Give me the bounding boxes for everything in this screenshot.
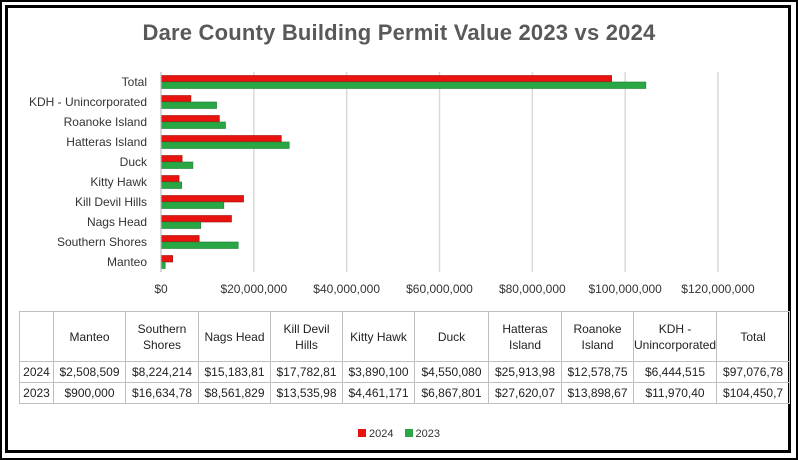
bar-2024-manteo — [160, 255, 173, 263]
table-cell: $4,550,080 — [414, 361, 489, 383]
table-header-cell: Nags Head — [198, 311, 271, 362]
bar-2023-duck — [160, 161, 194, 169]
data-table: Manteo Southern Shores Nags Head Kill De… — [19, 311, 791, 404]
bar-2024-southern-shores — [160, 235, 200, 243]
x-tick-label: $60,000,000 — [406, 282, 473, 296]
bar-2024-kill-devil-hills — [160, 195, 244, 203]
bar-2024-kdh-unincorporated — [160, 95, 192, 103]
table-row-2023: 2023 $900,000 $16,634,78 $8,561,829 $13,… — [19, 382, 791, 404]
category-label: Nags Head — [87, 215, 147, 229]
category-label: Roanoke Island — [64, 115, 147, 129]
table-row-key: 2023 — [19, 382, 54, 404]
table-cell: $15,183,81 — [198, 361, 271, 383]
table-cell: $8,561,829 — [198, 382, 271, 404]
legend-item-2023: 2023 — [404, 428, 441, 440]
table-cell: $6,867,801 — [414, 382, 489, 404]
table-cell: $13,898,67 — [561, 382, 634, 404]
legend-label: 2023 — [415, 428, 441, 440]
bar-2024-duck — [160, 155, 183, 163]
category-label: Total — [122, 75, 147, 89]
table-header-cell: Kitty Hawk — [342, 311, 415, 362]
table-header-cell: Kill Devil Hills — [270, 311, 343, 362]
table-cell: $4,461,171 — [342, 382, 415, 404]
category-label: Kill Devil Hills — [75, 195, 147, 209]
legend: 2024 2023 — [0, 428, 798, 440]
table-cell: $97,076,78 — [716, 361, 791, 383]
bar-2023-kill-devil-hills — [160, 201, 225, 209]
table-row-key: 2024 — [19, 361, 54, 383]
table-header-cell: KDH - Unincorporated — [632, 311, 718, 362]
bar-2024-total — [160, 75, 612, 83]
table-cell: $6,444,515 — [632, 361, 718, 383]
bar-2024-kitty-hawk — [160, 175, 180, 183]
bar-2023-total — [160, 81, 647, 89]
legend-swatch-2024 — [357, 429, 366, 437]
x-tick-label: $40,000,000 — [313, 282, 380, 296]
bar-2023-southern-shores — [160, 241, 239, 249]
legend-item-2024: 2024 — [357, 428, 394, 440]
table-cell: $2,508,509 — [53, 361, 126, 383]
category-label: KDH - Unincorporated — [29, 95, 147, 109]
table-header-cell: Southern Shores — [125, 311, 199, 362]
category-label: Southern Shores — [57, 235, 147, 249]
table-header-cell: Total — [716, 311, 791, 362]
category-label: Duck — [120, 155, 148, 169]
bar-2024-roanoke-island — [160, 115, 220, 123]
bar-chart-plot: $0 $20,000,000 $40,000,000 $60,000,000 $80,0… — [29, 72, 755, 296]
legend-label: 2024 — [368, 428, 394, 440]
bar-2024-hatteras-island — [160, 135, 282, 143]
inner-frame — [5, 5, 791, 453]
bar-2023-hatteras-island — [160, 141, 290, 149]
bar-2023-nags-head — [160, 221, 202, 229]
legend-swatch-2023 — [404, 429, 413, 437]
x-tick-label: $100,000,000 — [588, 282, 662, 296]
table-cell: $11,970,40 — [632, 382, 718, 404]
table-header-cell: Manteo — [53, 311, 126, 362]
bar-2023-roanoke-island — [160, 121, 226, 129]
table-header-corner — [19, 311, 54, 362]
category-label: Hatteras Island — [66, 135, 147, 149]
x-tick-label: $0 — [154, 282, 168, 296]
table-cell: $12,578,75 — [561, 361, 634, 383]
table-cell: $25,913,98 — [488, 361, 562, 383]
table-cell: $104,450,7 — [716, 382, 791, 404]
x-tick-label: $20,000,000 — [220, 282, 287, 296]
table-cell: $27,620,07 — [488, 382, 562, 404]
bar-2023-manteo — [160, 261, 166, 269]
table-header-row: Manteo Southern Shores Nags Head Kill De… — [19, 311, 791, 362]
table-cell: $3,890,100 — [342, 361, 415, 383]
table-cell: $13,535,98 — [270, 382, 343, 404]
table-cell: $900,000 — [53, 382, 126, 404]
table-row-2024: 2024 $2,508,509 $8,224,214 $15,183,81 $1… — [19, 361, 791, 383]
bar-2023-kitty-hawk — [160, 181, 183, 189]
x-tick-label: $120,000,000 — [681, 282, 755, 296]
table-header-cell: Duck — [414, 311, 489, 362]
table-header-cell: Hatteras Island — [488, 311, 562, 362]
table-cell: $16,634,78 — [125, 382, 199, 404]
table-cell: $8,224,214 — [125, 361, 199, 383]
category-label: Kitty Hawk — [90, 175, 148, 189]
table-cell: $17,782,81 — [270, 361, 343, 383]
bar-2024-nags-head — [160, 215, 232, 223]
table-header-cell: Roanoke Island — [561, 311, 634, 362]
chart-title: Dare County Building Permit Value 2023 v… — [142, 20, 656, 45]
x-tick-label: $80,000,000 — [499, 282, 566, 296]
bar-2023-kdh-unincorporated — [160, 101, 217, 109]
category-label: Manteo — [107, 255, 147, 269]
